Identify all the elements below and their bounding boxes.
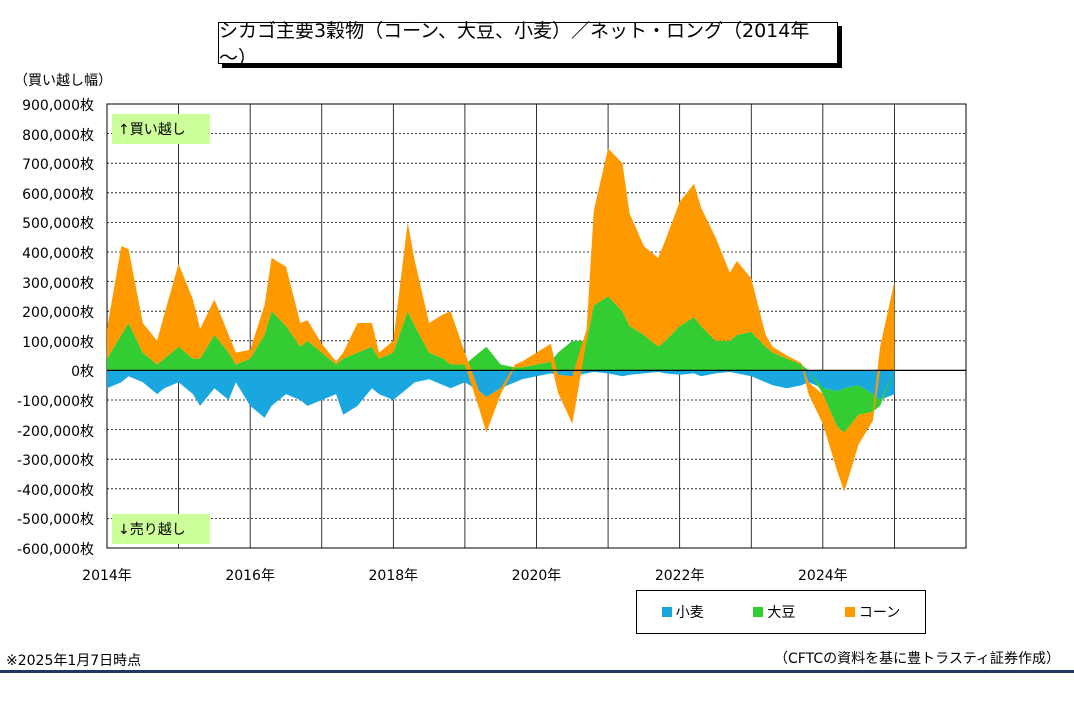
legend-item-corn: コーン (844, 602, 901, 622)
x-tick-label: 2020年 (511, 568, 562, 584)
y-tick-label: 600,000枚 (22, 186, 94, 203)
legend-label-soy: 大豆 (767, 605, 796, 621)
x-tick-label: 2016年 (225, 568, 275, 584)
x-tick-label: 2014年 (82, 568, 132, 584)
y-tick-label: 300,000枚 (22, 275, 94, 292)
y-tick-label: 100,000枚 (22, 334, 94, 351)
legend-item-soy: 大豆 (753, 602, 795, 622)
y-tick-label: 500,000枚 (22, 216, 94, 233)
chart-legend: 小麦 大豆 コーン (636, 590, 926, 634)
y-tick-label: -500,000枚 (17, 512, 94, 529)
legend-swatch-soy (753, 607, 764, 617)
y-tick-label: 700,000枚 (22, 157, 94, 174)
y-axis-unit-label: （買い越し幅） (14, 73, 112, 89)
y-tick-label: 900,000枚 (22, 98, 94, 114)
y-tick-label: -100,000枚 (17, 394, 94, 410)
y-tick-label: -400,000枚 (17, 482, 94, 499)
x-tick-label: 2024年 (798, 568, 848, 584)
area-series-2 (107, 148, 895, 492)
x-tick-label: 2018年 (368, 568, 419, 584)
legend-swatch-corn (844, 607, 855, 617)
y-tick-label: -200,000枚 (17, 423, 94, 440)
legend-label-wheat: 小麦 (675, 605, 704, 621)
y-tick-label: 800,000枚 (22, 127, 94, 144)
legend-item-wheat: 小麦 (661, 602, 704, 622)
short-flag-label: ↓売り越し (112, 514, 210, 544)
y-tick-label: -600,000枚 (17, 542, 94, 558)
legend-label-corn: コーン (858, 605, 901, 621)
y-tick-label: 400,000枚 (22, 246, 94, 262)
footnote-date: ※2025年1月7日時点 (6, 653, 142, 669)
y-tick-label: -300,000枚 (17, 453, 94, 470)
bottom-rule (0, 670, 1074, 673)
chart-title: シカゴ主要3穀物（コーン、大豆、小麦）／ネット・ロング（2014年～） (218, 20, 838, 69)
x-tick-label: 2022年 (654, 568, 705, 584)
footnote-source: （CFTCの資料を基に豊トラスティ証券作成） (774, 651, 1060, 667)
y-tick-label: 0枚 (71, 364, 94, 381)
area-series-1 (107, 296, 895, 433)
y-tick-label: 200,000枚 (22, 305, 94, 322)
legend-swatch-wheat (661, 607, 672, 617)
area-series-0 (107, 370, 895, 418)
long-flag-label: ↑買い越し (112, 114, 210, 144)
